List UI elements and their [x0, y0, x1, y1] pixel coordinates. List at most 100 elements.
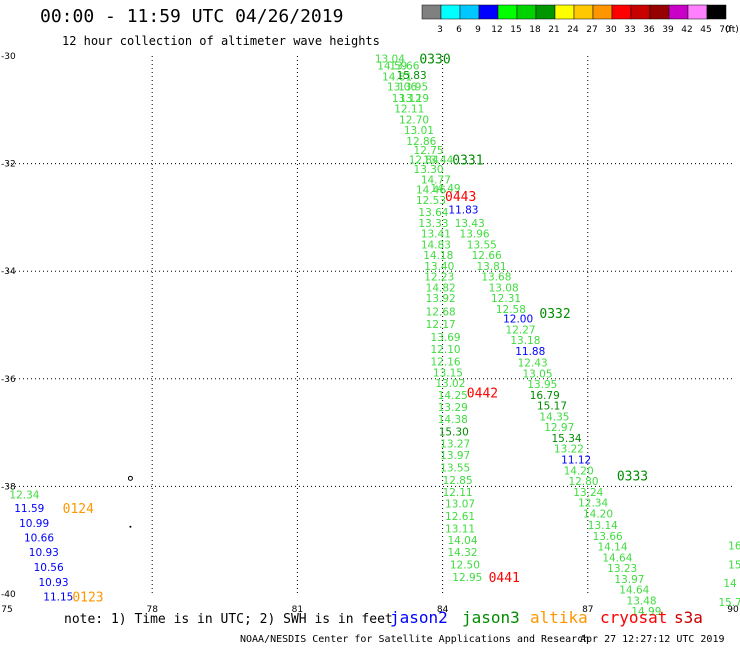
swh-value: 14.99: [631, 606, 661, 615]
legend-label: 6: [456, 25, 462, 35]
swh-value: 10.93: [38, 577, 68, 589]
swh-value: 14.64: [619, 585, 649, 597]
swh-value: 13.43: [455, 218, 485, 230]
footnote: note: 1) Time is in UTC; 2) SWH is in fe…: [64, 612, 393, 627]
swh-value: 14.25: [438, 390, 468, 402]
swh-value: 11.15: [43, 592, 73, 604]
swh-value: 13.44: [423, 154, 453, 166]
swh-value: 13.40: [424, 261, 454, 273]
swh-value: 13.19: [399, 93, 429, 105]
swh-value: 10.66: [24, 533, 54, 545]
swh-value: 15.34: [552, 433, 582, 445]
swh-value: 13.96: [460, 229, 490, 241]
satellite-label-s3a: s3a: [674, 608, 703, 627]
swh-value: 10.93: [29, 547, 59, 559]
swh-value: 13.69: [431, 332, 461, 344]
swh-value: 12.84: [409, 154, 439, 166]
legend-label: 9: [475, 25, 481, 35]
swh-value: 10.99: [19, 518, 49, 530]
swh-value: 13.97: [440, 450, 470, 462]
swh-value: 13.55: [467, 239, 497, 251]
footer-credit: NOAA/NESDIS Center for Satellite Applica…: [240, 634, 590, 645]
swh-value: 16: [728, 541, 740, 553]
swh-value: 13.11: [445, 523, 475, 535]
swh-value: 13.41: [421, 229, 451, 241]
swh-value: 14.81: [382, 71, 412, 83]
legend-label: 18: [529, 25, 541, 35]
legend-label: 24: [567, 25, 579, 35]
swh-value: 12.23: [424, 272, 454, 284]
swh-value: 13.66: [593, 531, 623, 543]
swh-value: 10.56: [34, 562, 64, 574]
x-tick-label: 81: [292, 605, 303, 615]
legend-label: 12: [491, 25, 502, 35]
swh-value: 11.83: [448, 204, 478, 216]
swh-value: 13.29: [438, 402, 468, 414]
pass-time-label: 0124: [63, 502, 94, 517]
island-marker: [129, 525, 132, 528]
swh-value: 14.04: [447, 535, 477, 547]
swh-value: 12.80: [568, 476, 598, 488]
pass-time-label: 0442: [467, 386, 498, 401]
swh-value: 13.30: [414, 164, 444, 176]
swh-value: 12.68: [426, 307, 456, 319]
swh-value: 12.50: [450, 559, 480, 571]
swh-value: 13.15: [433, 367, 463, 379]
swh-value: 11.12: [561, 455, 591, 467]
swh-value: 12.75: [414, 145, 444, 157]
swh-value: 13.48: [627, 595, 657, 607]
swh-value: 13.23: [607, 563, 637, 575]
y-tick-label: -32: [1, 160, 16, 170]
swh-value: 13.66: [389, 61, 419, 73]
swh-value: 12.34: [9, 489, 39, 501]
swh-value: 11.59: [14, 503, 44, 515]
swh-value: 11.88: [515, 346, 545, 358]
pass-time-label: 0441: [489, 571, 520, 586]
legend-label: 45: [700, 25, 711, 35]
satellite-label-jason3: jason3: [462, 608, 520, 627]
swh-value: 12.16: [431, 357, 461, 369]
legend-label: 15: [510, 25, 521, 35]
swh-value: 12.00: [503, 314, 533, 326]
color-legend: 3 6 9 12 15 18 21 24 27 30 33 36 39 42 45 70(ft): [421, 4, 739, 35]
swh-value: 13.64: [418, 207, 448, 219]
swh-value: 14.18: [423, 250, 453, 262]
chart-subtitle: 12 hour collection of altimeter wave hei…: [62, 34, 380, 48]
swh-value: 13.95: [527, 379, 557, 391]
chart-title: 00:00 - 11:59 UTC 04/26/2019: [40, 6, 344, 27]
swh-value: 12.11: [443, 487, 473, 499]
swh-value: 12.95: [452, 572, 482, 584]
legend-swatch: [706, 4, 727, 20]
island-marker: [127, 475, 133, 481]
swh-value: 13.07: [445, 499, 475, 511]
legend-label: 33: [624, 25, 635, 35]
pass-time-label: 0332: [539, 307, 570, 322]
swh-value: 13.81: [476, 261, 506, 273]
swh-value: 12.17: [426, 319, 456, 331]
swh-value: 14.20: [583, 508, 613, 520]
satellite-label-altika: altika: [530, 608, 588, 627]
swh-value: 14.46: [416, 184, 446, 196]
pass-time-label: 0331: [452, 153, 483, 168]
x-tick-label: 84: [437, 605, 449, 615]
legend-unit: (ft): [725, 25, 739, 35]
swh-value: 12.43: [518, 358, 548, 370]
swh-value: 12.58: [496, 304, 526, 316]
swh-value: 13.24: [573, 487, 603, 499]
swh-value: 13.04: [375, 54, 405, 66]
x-tick-label: 87: [582, 605, 593, 615]
legend-label: 30: [605, 25, 617, 35]
pass-time-label: 0123: [72, 591, 103, 606]
legend-label: 70: [719, 25, 731, 35]
swh-value: 13.92: [426, 293, 456, 305]
wave-height-plot: 75 78 81 84 87 90 -30 -32 -34 -36 -38 -40 13.0414.59…: [1, 52, 740, 615]
swh-value: 13.22: [554, 444, 584, 456]
legend-label: 21: [548, 25, 559, 35]
y-tick-label: -36: [1, 375, 16, 385]
swh-value: 14.83: [421, 239, 451, 251]
swh-value: 14.64: [602, 552, 632, 564]
swh-value: 14.49: [431, 183, 461, 195]
satellite-label-cryosat: cryosat: [600, 608, 668, 627]
y-tick-label: -30: [1, 52, 16, 62]
legend-label: 27: [586, 25, 597, 35]
